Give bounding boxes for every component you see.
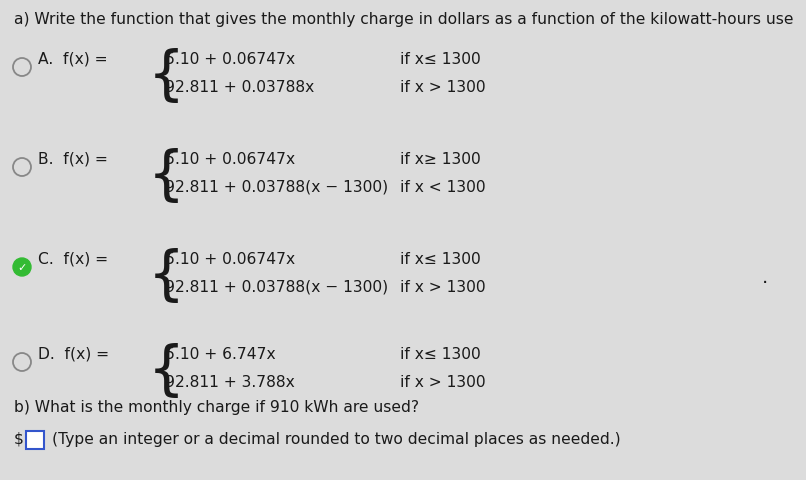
Text: if x < 1300: if x < 1300 bbox=[400, 180, 486, 194]
Text: 5.10 + 6.747x: 5.10 + 6.747x bbox=[165, 346, 276, 361]
Text: 5.10 + 0.06747x: 5.10 + 0.06747x bbox=[165, 152, 295, 167]
Text: if x≤ 1300: if x≤ 1300 bbox=[400, 346, 480, 361]
Text: if x≤ 1300: if x≤ 1300 bbox=[400, 52, 480, 67]
Circle shape bbox=[13, 258, 31, 276]
Text: .: . bbox=[762, 267, 768, 287]
Text: ✓: ✓ bbox=[17, 263, 27, 273]
Text: if x > 1300: if x > 1300 bbox=[400, 279, 486, 294]
Text: 92.811 + 3.788x: 92.811 + 3.788x bbox=[165, 374, 295, 389]
Text: B.  f(x) =: B. f(x) = bbox=[38, 152, 108, 167]
Text: 5.10 + 0.06747x: 5.10 + 0.06747x bbox=[165, 52, 295, 67]
Text: A.  f(x) =: A. f(x) = bbox=[38, 52, 108, 67]
Text: if x≤ 1300: if x≤ 1300 bbox=[400, 252, 480, 266]
Text: {: { bbox=[148, 342, 185, 399]
Text: 92.811 + 0.03788x: 92.811 + 0.03788x bbox=[165, 80, 314, 95]
FancyBboxPatch shape bbox=[26, 431, 44, 449]
Text: 92.811 + 0.03788(x − 1300): 92.811 + 0.03788(x − 1300) bbox=[165, 180, 388, 194]
Text: {: { bbox=[148, 48, 185, 105]
Text: if x > 1300: if x > 1300 bbox=[400, 374, 486, 389]
Text: $: $ bbox=[14, 431, 24, 446]
Text: {: { bbox=[148, 148, 185, 204]
Text: 5.10 + 0.06747x: 5.10 + 0.06747x bbox=[165, 252, 295, 266]
Text: {: { bbox=[148, 248, 185, 304]
Text: b) What is the monthly charge if 910 kWh are used?: b) What is the monthly charge if 910 kWh… bbox=[14, 399, 419, 414]
Text: 92.811 + 0.03788(x − 1300): 92.811 + 0.03788(x − 1300) bbox=[165, 279, 388, 294]
Text: if x≥ 1300: if x≥ 1300 bbox=[400, 152, 480, 167]
Text: a) Write the function that gives the monthly charge in dollars as a function of : a) Write the function that gives the mon… bbox=[14, 12, 793, 27]
Text: if x > 1300: if x > 1300 bbox=[400, 80, 486, 95]
Text: (Type an integer or a decimal rounded to two decimal places as needed.): (Type an integer or a decimal rounded to… bbox=[52, 431, 621, 446]
Text: D.  f(x) =: D. f(x) = bbox=[38, 346, 109, 361]
Text: C.  f(x) =: C. f(x) = bbox=[38, 252, 108, 266]
